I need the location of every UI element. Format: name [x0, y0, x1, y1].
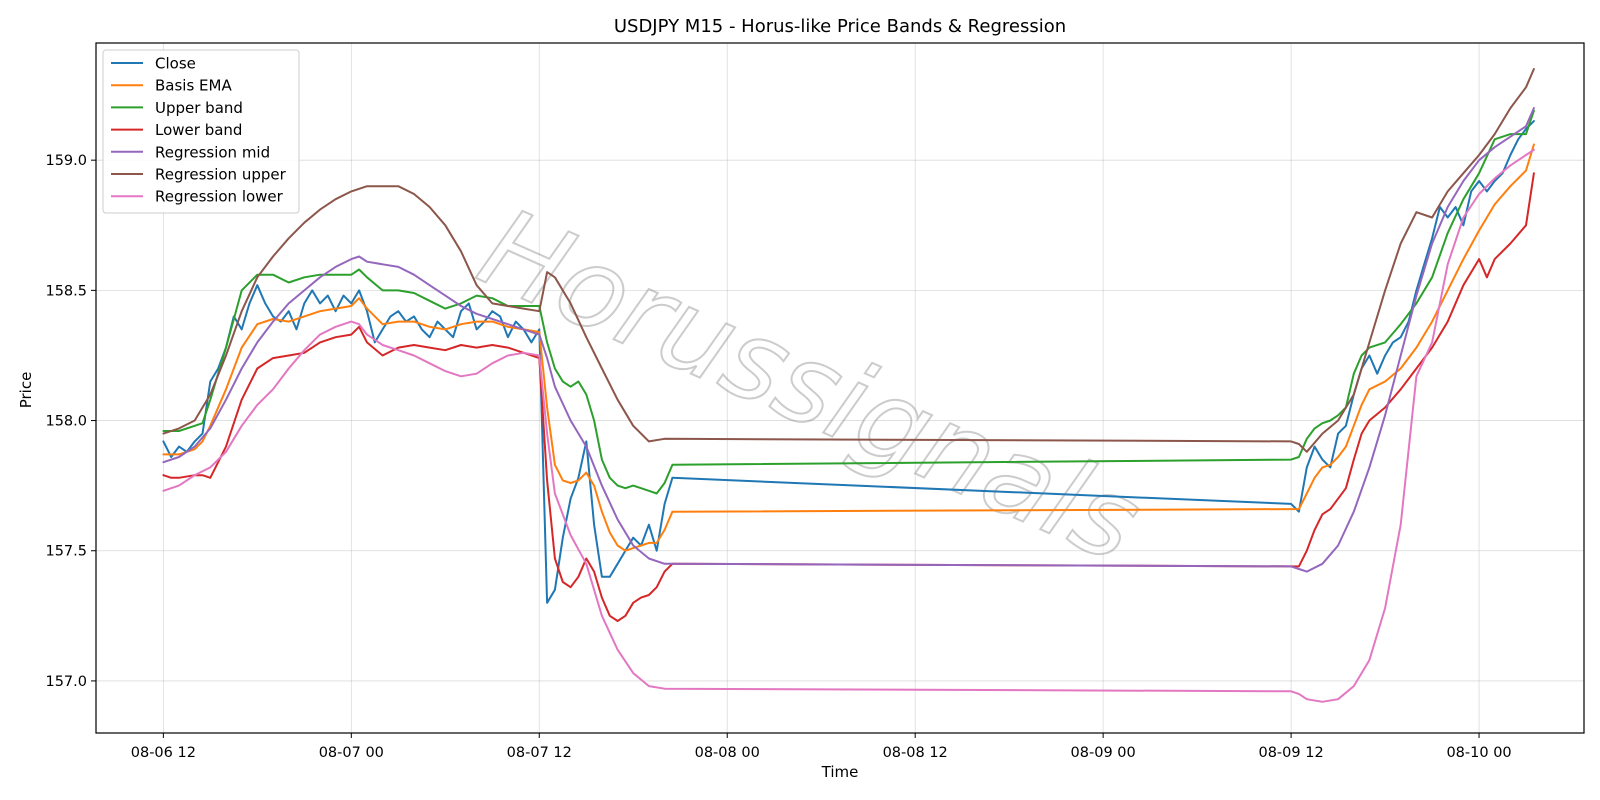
- x-tick-label: 08-09 12: [1258, 745, 1323, 761]
- legend-label-regression-upper: Regression upper: [155, 166, 287, 184]
- chart-title: USDJPY M15 - Horus-like Price Bands & Re…: [614, 16, 1066, 37]
- x-axis-title: Time: [821, 763, 859, 781]
- x-tick-label: 08-08 00: [695, 745, 760, 761]
- x-tick-label: 08-09 00: [1071, 745, 1136, 761]
- legend-label-basis-ema: Basis EMA: [155, 77, 232, 95]
- legend-label-upper-band: Upper band: [155, 99, 243, 117]
- y-tick-label: 158.0: [45, 414, 87, 430]
- x-tick-label: 08-07 00: [319, 745, 384, 761]
- y-tick-label: 159.0: [45, 153, 87, 169]
- y-tick-label: 157.5: [45, 544, 87, 560]
- legend: Close Basis EMA Upper band Lower band Regres…: [103, 50, 299, 213]
- y-axis-title: Price: [17, 372, 35, 409]
- y-tick-label: 158.5: [45, 283, 87, 299]
- x-tick-label: 08-10 00: [1446, 745, 1511, 761]
- x-tick-label: 08-06 12: [131, 745, 196, 761]
- legend-label-close: Close: [155, 55, 196, 73]
- legend-label-lower-band: Lower band: [155, 121, 242, 139]
- x-tick-label: 08-08 12: [883, 745, 948, 761]
- y-tick-label: 157.0: [45, 674, 87, 690]
- legend-label-regression-lower: Regression lower: [155, 188, 284, 206]
- x-tick-label: 08-07 12: [507, 745, 572, 761]
- legend-label-regression-mid: Regression mid: [155, 143, 270, 161]
